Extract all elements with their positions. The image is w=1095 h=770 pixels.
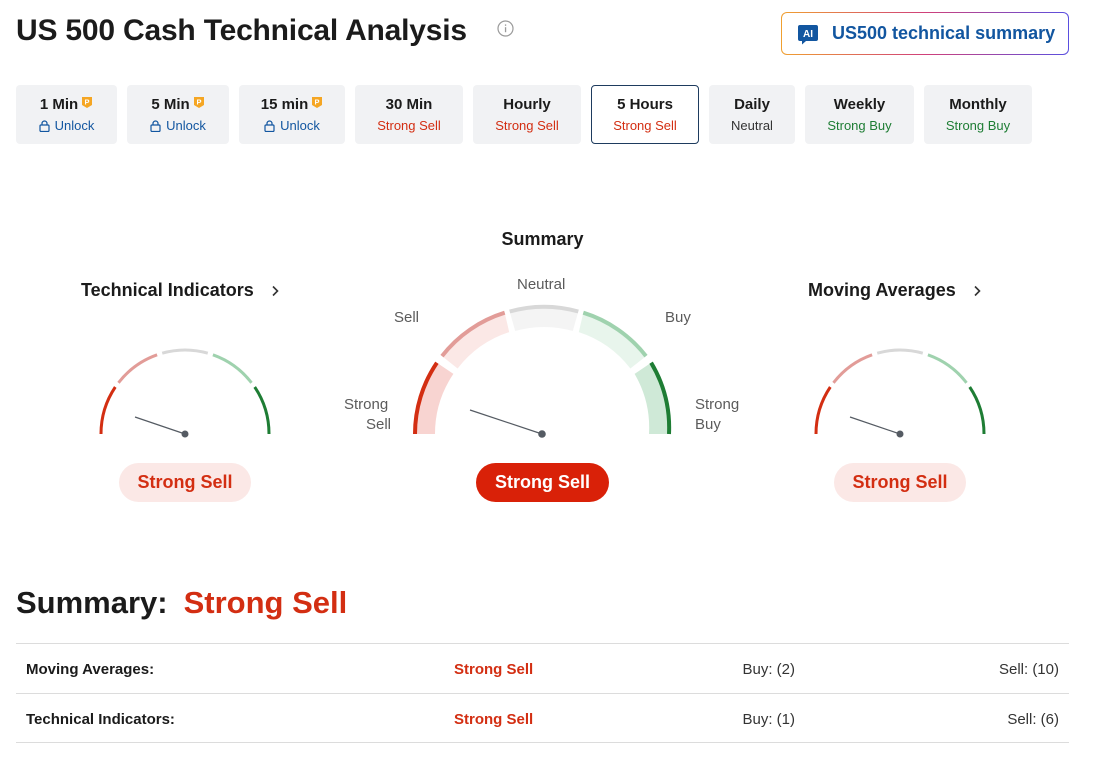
row-buy-count: Buy: (2) [742,660,795,678]
tab-5-min[interactable]: 5 Min P Unlock [127,85,229,144]
gauge-needle [469,409,543,435]
moving-averages-title: Moving Averages [808,280,956,300]
ai-technical-summary-button[interactable]: AI US500 technical summary [781,12,1069,55]
row-name: Moving Averages: [26,660,155,678]
ai-badge-text: AI [803,29,813,40]
summary-gauge [413,304,672,438]
gauge-needle [849,416,901,435]
row-buy-count: Buy: (1) [742,710,795,728]
gauge-label-strong-buy-1: Strong [695,396,740,413]
tab-daily[interactable]: Daily Neutral [709,85,795,144]
tab-name: 15 min [260,95,309,113]
gauge-needle-hub [896,430,904,438]
tab-name: 30 Min [385,95,433,113]
ai-badge-icon: AI [798,24,818,44]
technical-indicators-result: Strong Sell [119,463,251,502]
chevron-right-icon [272,285,279,296]
tab-name: Weekly [833,95,886,113]
summary-gauge-heading: Summary [501,229,584,249]
page-title: US 500 Cash Technical Analysis [16,14,467,47]
summary-result: Strong Sell [476,463,609,502]
tab-name: Monthly [949,95,1007,113]
row-action: Strong Sell [454,660,534,678]
row-sell-count: Sell: (6) [1007,710,1059,728]
summary-title: Summary: Strong Sell [16,585,347,621]
gauge-label-strong-sell-2: Sell [366,416,392,433]
svg-text:P: P [85,97,90,106]
tab-value: Unlock [280,117,320,133]
technical-indicators-title: Technical Indicators [81,280,254,300]
info-icon[interactable] [497,20,514,37]
gauge-label-neutral: Neutral [517,276,566,293]
lock-icon [264,119,275,132]
table-row: Technical Indicators: Strong Sell Buy: (… [16,693,1069,743]
gauge-needle [134,416,186,435]
tab-name: Daily [734,95,770,113]
lock-icon [150,119,161,132]
row-name: Technical Indicators: [26,710,175,728]
tab-15-min[interactable]: 15 min P Unlock [239,85,345,144]
chevron-right-icon [974,285,981,296]
tab-value: Strong Sell [495,117,559,133]
gauge-label-sell: Sell [394,309,420,326]
tab-value: Strong Buy [827,117,892,133]
moving-averages-gauge [814,348,986,438]
pro-badge-icon: P [82,96,93,108]
tab-hourly[interactable]: Hourly Strong Sell [473,85,581,144]
summary-label: Summary: [16,585,168,620]
tab-name: 5 Min [151,95,190,113]
pro-badge-icon: P [312,96,323,108]
gauge-needle-hub [538,430,546,438]
tab-value: Neutral [731,117,773,133]
ai-button-label: US500 technical summary [832,23,1056,43]
tab-name: Hourly [503,95,551,113]
tab-value: Unlock [166,117,206,133]
row-action: Strong Sell [454,710,534,728]
tab-5-hours[interactable]: 5 Hours Strong Sell [591,85,699,144]
tab-value: Strong Buy [945,117,1011,133]
gauge-label-strong-sell-1: Strong [344,396,389,413]
tab-name: 1 Min [39,95,79,113]
lock-icon [39,119,50,132]
svg-text:P: P [315,97,320,106]
tab-value: Strong Sell [377,117,441,133]
tab-value: Unlock [54,117,95,133]
tab-1-min[interactable]: 1 Min P Unlock [16,85,117,144]
moving-averages-result: Strong Sell [834,463,966,502]
gauge-label-strong-buy-2: Buy [695,416,721,433]
tab-30-min[interactable]: 30 Min Strong Sell [355,85,463,144]
tab-value: Strong Sell [613,117,677,133]
technical-indicators-link[interactable]: Technical Indicators [81,280,282,301]
tab-weekly[interactable]: Weekly Strong Buy [805,85,914,144]
summary-value: Strong Sell [183,585,348,620]
tab-name: 5 Hours [617,95,673,113]
technical-indicators-gauge [99,348,271,438]
pro-badge-icon: P [193,96,204,108]
moving-averages-link[interactable]: Moving Averages [808,280,984,301]
gauge-label-buy: Buy [665,309,691,326]
summary-table: Moving Averages: Strong Sell Buy: (2) Se… [16,643,1069,743]
tab-monthly[interactable]: Monthly Strong Buy [924,85,1032,144]
svg-text:P: P [196,97,201,106]
table-row: Moving Averages: Strong Sell Buy: (2) Se… [16,643,1069,693]
gauge-needle-hub [181,430,189,438]
row-sell-count: Sell: (10) [998,660,1059,678]
